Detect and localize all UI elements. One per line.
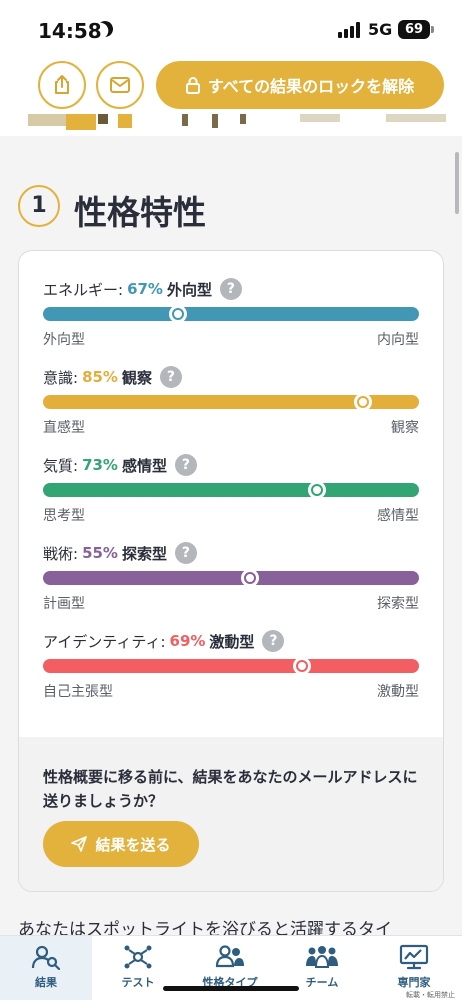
trait-type: 外向型	[166, 280, 212, 299]
trait-name: 意識:	[43, 368, 79, 387]
personality-traits-card: エネルギー: 67% 外向型 ? 外向型 内向型 意識: 85% 観察 ? 直	[18, 250, 444, 892]
trait-right-label: 激動型	[377, 684, 419, 700]
trait-identity: アイデンティティ: 69% 激動型 ? 自己主張型 激動型	[43, 629, 419, 709]
trait-label: 戦術: 55% 探索型 ?	[43, 541, 419, 565]
email-button[interactable]	[96, 61, 144, 109]
trait-name: アイデンティティ:	[43, 632, 166, 651]
trait-left-label: 自己主張型	[43, 684, 113, 700]
trait-type: 探索型	[121, 544, 167, 563]
trait-ends: 直感型 観察	[43, 417, 419, 437]
trait-mind: 意識: 85% 観察 ? 直感型 観察	[43, 365, 419, 445]
help-icon[interactable]: ?	[159, 366, 182, 388]
trait-name: 気質:	[43, 456, 79, 475]
scrollbar[interactable]	[455, 152, 459, 214]
team-icon	[306, 946, 338, 968]
trait-percent: 85%	[82, 368, 118, 386]
trait-type: 感情型	[121, 456, 167, 475]
help-icon[interactable]: ?	[219, 278, 242, 300]
tab-professionals[interactable]: 専門家	[368, 936, 460, 1000]
trait-energy: エネルギー: 67% 外向型 ? 外向型 内向型	[43, 277, 419, 357]
help-icon[interactable]: ?	[262, 630, 285, 652]
section-number: 1	[18, 185, 60, 227]
trait-ends: 思考型 感情型	[43, 505, 419, 525]
trait-left-label: 直感型	[43, 420, 85, 436]
mail-icon	[110, 77, 130, 93]
trait-bar	[43, 571, 419, 585]
tab-test[interactable]: テスト	[92, 936, 184, 1000]
trait-percent: 67%	[127, 280, 163, 298]
tab-label: テスト	[121, 976, 155, 989]
trait-left-label: 計画型	[43, 596, 85, 612]
professionals-icon	[399, 944, 429, 970]
trait-label: エネルギー: 67% 外向型 ?	[43, 277, 419, 301]
trait-right-label: 探索型	[377, 596, 419, 612]
trait-left-label: 思考型	[43, 508, 85, 524]
tab-label: 性格タイプ	[202, 976, 258, 989]
trait-bar	[43, 395, 419, 409]
trait-slider-knob	[308, 481, 327, 499]
trait-label: アイデンティティ: 69% 激動型 ?	[43, 629, 419, 653]
trait-ends: 計画型 探索型	[43, 593, 419, 613]
status-bar: 14:58 5G 69	[0, 0, 462, 56]
home-indicator[interactable]	[163, 986, 299, 991]
trait-right-label: 内向型	[377, 332, 419, 348]
copyright-note: 転載・転用禁止	[406, 991, 455, 999]
trait-percent: 69%	[169, 632, 206, 650]
trait-bar	[43, 307, 419, 321]
battery-icon: 69	[398, 20, 430, 39]
tab-label: チーム	[305, 976, 339, 989]
trait-right-label: 感情型	[377, 508, 419, 524]
personality-types-icon	[215, 945, 244, 968]
network-type: 5G	[368, 20, 393, 39]
cellular-signal-icon	[338, 22, 362, 38]
action-bar: すべての結果のロックを解除	[0, 56, 462, 114]
trait-percent: 73%	[82, 456, 118, 474]
help-icon[interactable]: ?	[174, 454, 197, 476]
unlock-button-label: すべての結果のロックを解除	[207, 77, 415, 96]
trait-left-label: 外向型	[43, 332, 85, 348]
trait-type: 観察	[121, 368, 152, 387]
tab-personality-types[interactable]: 性格タイプ	[184, 936, 276, 1000]
trait-bar	[43, 483, 419, 497]
trait-name: エネルギー:	[43, 280, 124, 299]
trait-tactics: 戦術: 55% 探索型 ? 計画型 探索型	[43, 541, 419, 621]
email-results-panel: 性格概要に移る前に、結果をあなたのメールアドレスに送りましょうか？ 結果を送る	[19, 737, 443, 891]
battery-tip	[431, 26, 434, 33]
header-illustration	[0, 114, 462, 136]
tab-results[interactable]: 結果	[0, 936, 92, 1000]
share-button[interactable]	[38, 61, 86, 109]
trait-ends: 外向型 内向型	[43, 329, 419, 349]
results-icon	[31, 945, 61, 970]
send-results-label: 結果を送る	[95, 835, 171, 854]
trait-ends: 自己主張型 激動型	[43, 681, 419, 701]
tab-team[interactable]: チーム	[276, 936, 368, 1000]
trait-right-label: 観察	[391, 420, 419, 436]
share-icon	[55, 75, 69, 94]
email-prompt-text: 性格概要に移る前に、結果をあなたのメールアドレスに送りましょうか？	[43, 768, 418, 810]
paper-plane-icon	[71, 836, 88, 852]
lock-icon	[185, 76, 200, 94]
trait-bar	[43, 659, 419, 673]
trait-slider-knob	[169, 305, 188, 323]
trait-nature: 気質: 73% 感情型 ? 思考型 感情型	[43, 453, 419, 533]
trait-label: 気質: 73% 感情型 ?	[43, 453, 419, 477]
trait-label: 意識: 85% 観察 ?	[43, 365, 419, 389]
status-time: 14:58	[38, 19, 102, 43]
trait-slider-knob	[293, 657, 312, 675]
help-icon[interactable]: ?	[174, 542, 197, 564]
test-icon	[124, 945, 152, 969]
tab-label: 専門家	[397, 976, 431, 989]
trait-type: 激動型	[209, 632, 255, 651]
trait-percent: 55%	[82, 544, 118, 562]
trait-slider-knob	[353, 393, 372, 411]
tab-label: 結果	[35, 976, 57, 989]
section-title: 性格特性	[74, 193, 206, 232]
unlock-all-results-button[interactable]: すべての結果のロックを解除	[156, 61, 444, 109]
trait-slider-knob	[240, 569, 259, 587]
send-results-button[interactable]: 結果を送る	[43, 821, 199, 867]
trait-name: 戦術:	[43, 544, 79, 563]
